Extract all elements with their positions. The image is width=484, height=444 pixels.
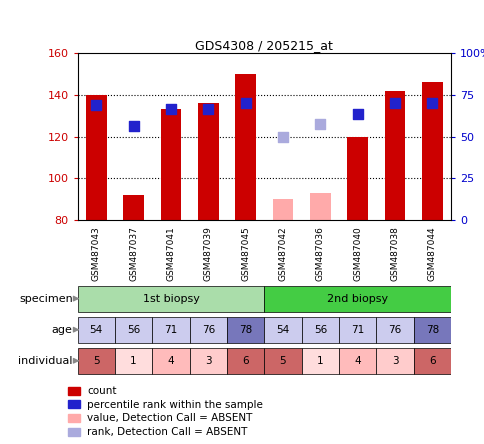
Text: rank, Detection Call = ABSENT: rank, Detection Call = ABSENT xyxy=(87,427,247,437)
Text: value, Detection Call = ABSENT: value, Detection Call = ABSENT xyxy=(87,413,252,424)
Bar xyxy=(68,387,80,395)
Text: 5: 5 xyxy=(279,356,286,366)
Point xyxy=(390,100,398,107)
Bar xyxy=(384,91,405,220)
Text: 5: 5 xyxy=(93,356,99,366)
Text: count: count xyxy=(87,386,117,396)
Bar xyxy=(115,317,152,343)
Bar xyxy=(309,193,330,220)
Bar xyxy=(264,317,301,343)
Text: 54: 54 xyxy=(276,325,289,335)
Text: age: age xyxy=(52,325,73,335)
Bar xyxy=(338,317,376,343)
Point xyxy=(278,133,286,140)
Text: 3: 3 xyxy=(391,356,397,366)
Bar xyxy=(189,317,227,343)
Bar xyxy=(152,317,189,343)
Text: 6: 6 xyxy=(428,356,435,366)
Text: GSM487045: GSM487045 xyxy=(241,226,250,281)
Text: 76: 76 xyxy=(201,325,214,335)
Bar xyxy=(77,317,115,343)
Text: 1: 1 xyxy=(317,356,323,366)
Text: 56: 56 xyxy=(127,325,140,335)
Bar xyxy=(77,285,264,312)
Text: GSM487042: GSM487042 xyxy=(278,226,287,281)
Text: GSM487041: GSM487041 xyxy=(166,226,175,281)
Bar xyxy=(197,103,218,220)
Bar xyxy=(189,348,227,374)
Text: GSM487036: GSM487036 xyxy=(315,226,324,281)
Text: 2nd biopsy: 2nd biopsy xyxy=(326,293,388,304)
Bar xyxy=(68,414,80,422)
Bar xyxy=(301,317,338,343)
Bar xyxy=(227,348,264,374)
Text: 78: 78 xyxy=(425,325,438,335)
Point xyxy=(166,106,174,113)
Bar xyxy=(338,348,376,374)
Bar xyxy=(421,83,442,220)
Bar xyxy=(115,348,152,374)
Text: 4: 4 xyxy=(167,356,174,366)
Text: GSM487037: GSM487037 xyxy=(129,226,138,281)
Text: 3: 3 xyxy=(205,356,211,366)
Bar xyxy=(272,199,293,220)
Text: 4: 4 xyxy=(354,356,360,366)
Point xyxy=(204,106,212,113)
Point xyxy=(316,120,323,127)
Bar xyxy=(264,348,301,374)
Point xyxy=(241,100,249,107)
Text: 71: 71 xyxy=(164,325,177,335)
Text: 76: 76 xyxy=(388,325,401,335)
Bar xyxy=(123,195,144,220)
Bar xyxy=(347,137,367,220)
Bar xyxy=(264,285,450,312)
Text: GSM487039: GSM487039 xyxy=(203,226,212,281)
Text: individual: individual xyxy=(18,356,73,366)
Text: 71: 71 xyxy=(350,325,363,335)
Bar xyxy=(376,348,413,374)
Text: 54: 54 xyxy=(90,325,103,335)
Bar xyxy=(68,400,80,408)
Bar xyxy=(235,74,256,220)
Bar xyxy=(413,317,450,343)
Bar xyxy=(227,317,264,343)
Bar xyxy=(68,428,80,436)
Point xyxy=(427,100,435,107)
Bar xyxy=(301,348,338,374)
Text: GSM487044: GSM487044 xyxy=(427,226,436,281)
Text: GSM487043: GSM487043 xyxy=(91,226,101,281)
Title: GDS4308 / 205215_at: GDS4308 / 205215_at xyxy=(195,39,333,52)
Bar xyxy=(77,348,115,374)
Bar xyxy=(160,110,181,220)
Text: specimen: specimen xyxy=(19,293,73,304)
Bar xyxy=(413,348,450,374)
Text: GSM487038: GSM487038 xyxy=(390,226,399,281)
Text: GSM487040: GSM487040 xyxy=(352,226,362,281)
Point xyxy=(92,102,100,109)
Point xyxy=(353,110,361,117)
Text: 78: 78 xyxy=(239,325,252,335)
Text: percentile rank within the sample: percentile rank within the sample xyxy=(87,400,263,410)
Point xyxy=(129,123,137,130)
Text: 1: 1 xyxy=(130,356,136,366)
Bar xyxy=(152,348,189,374)
Bar xyxy=(86,95,106,220)
Text: 1st biopsy: 1st biopsy xyxy=(142,293,199,304)
Bar xyxy=(376,317,413,343)
Text: 56: 56 xyxy=(313,325,326,335)
Text: 6: 6 xyxy=(242,356,248,366)
